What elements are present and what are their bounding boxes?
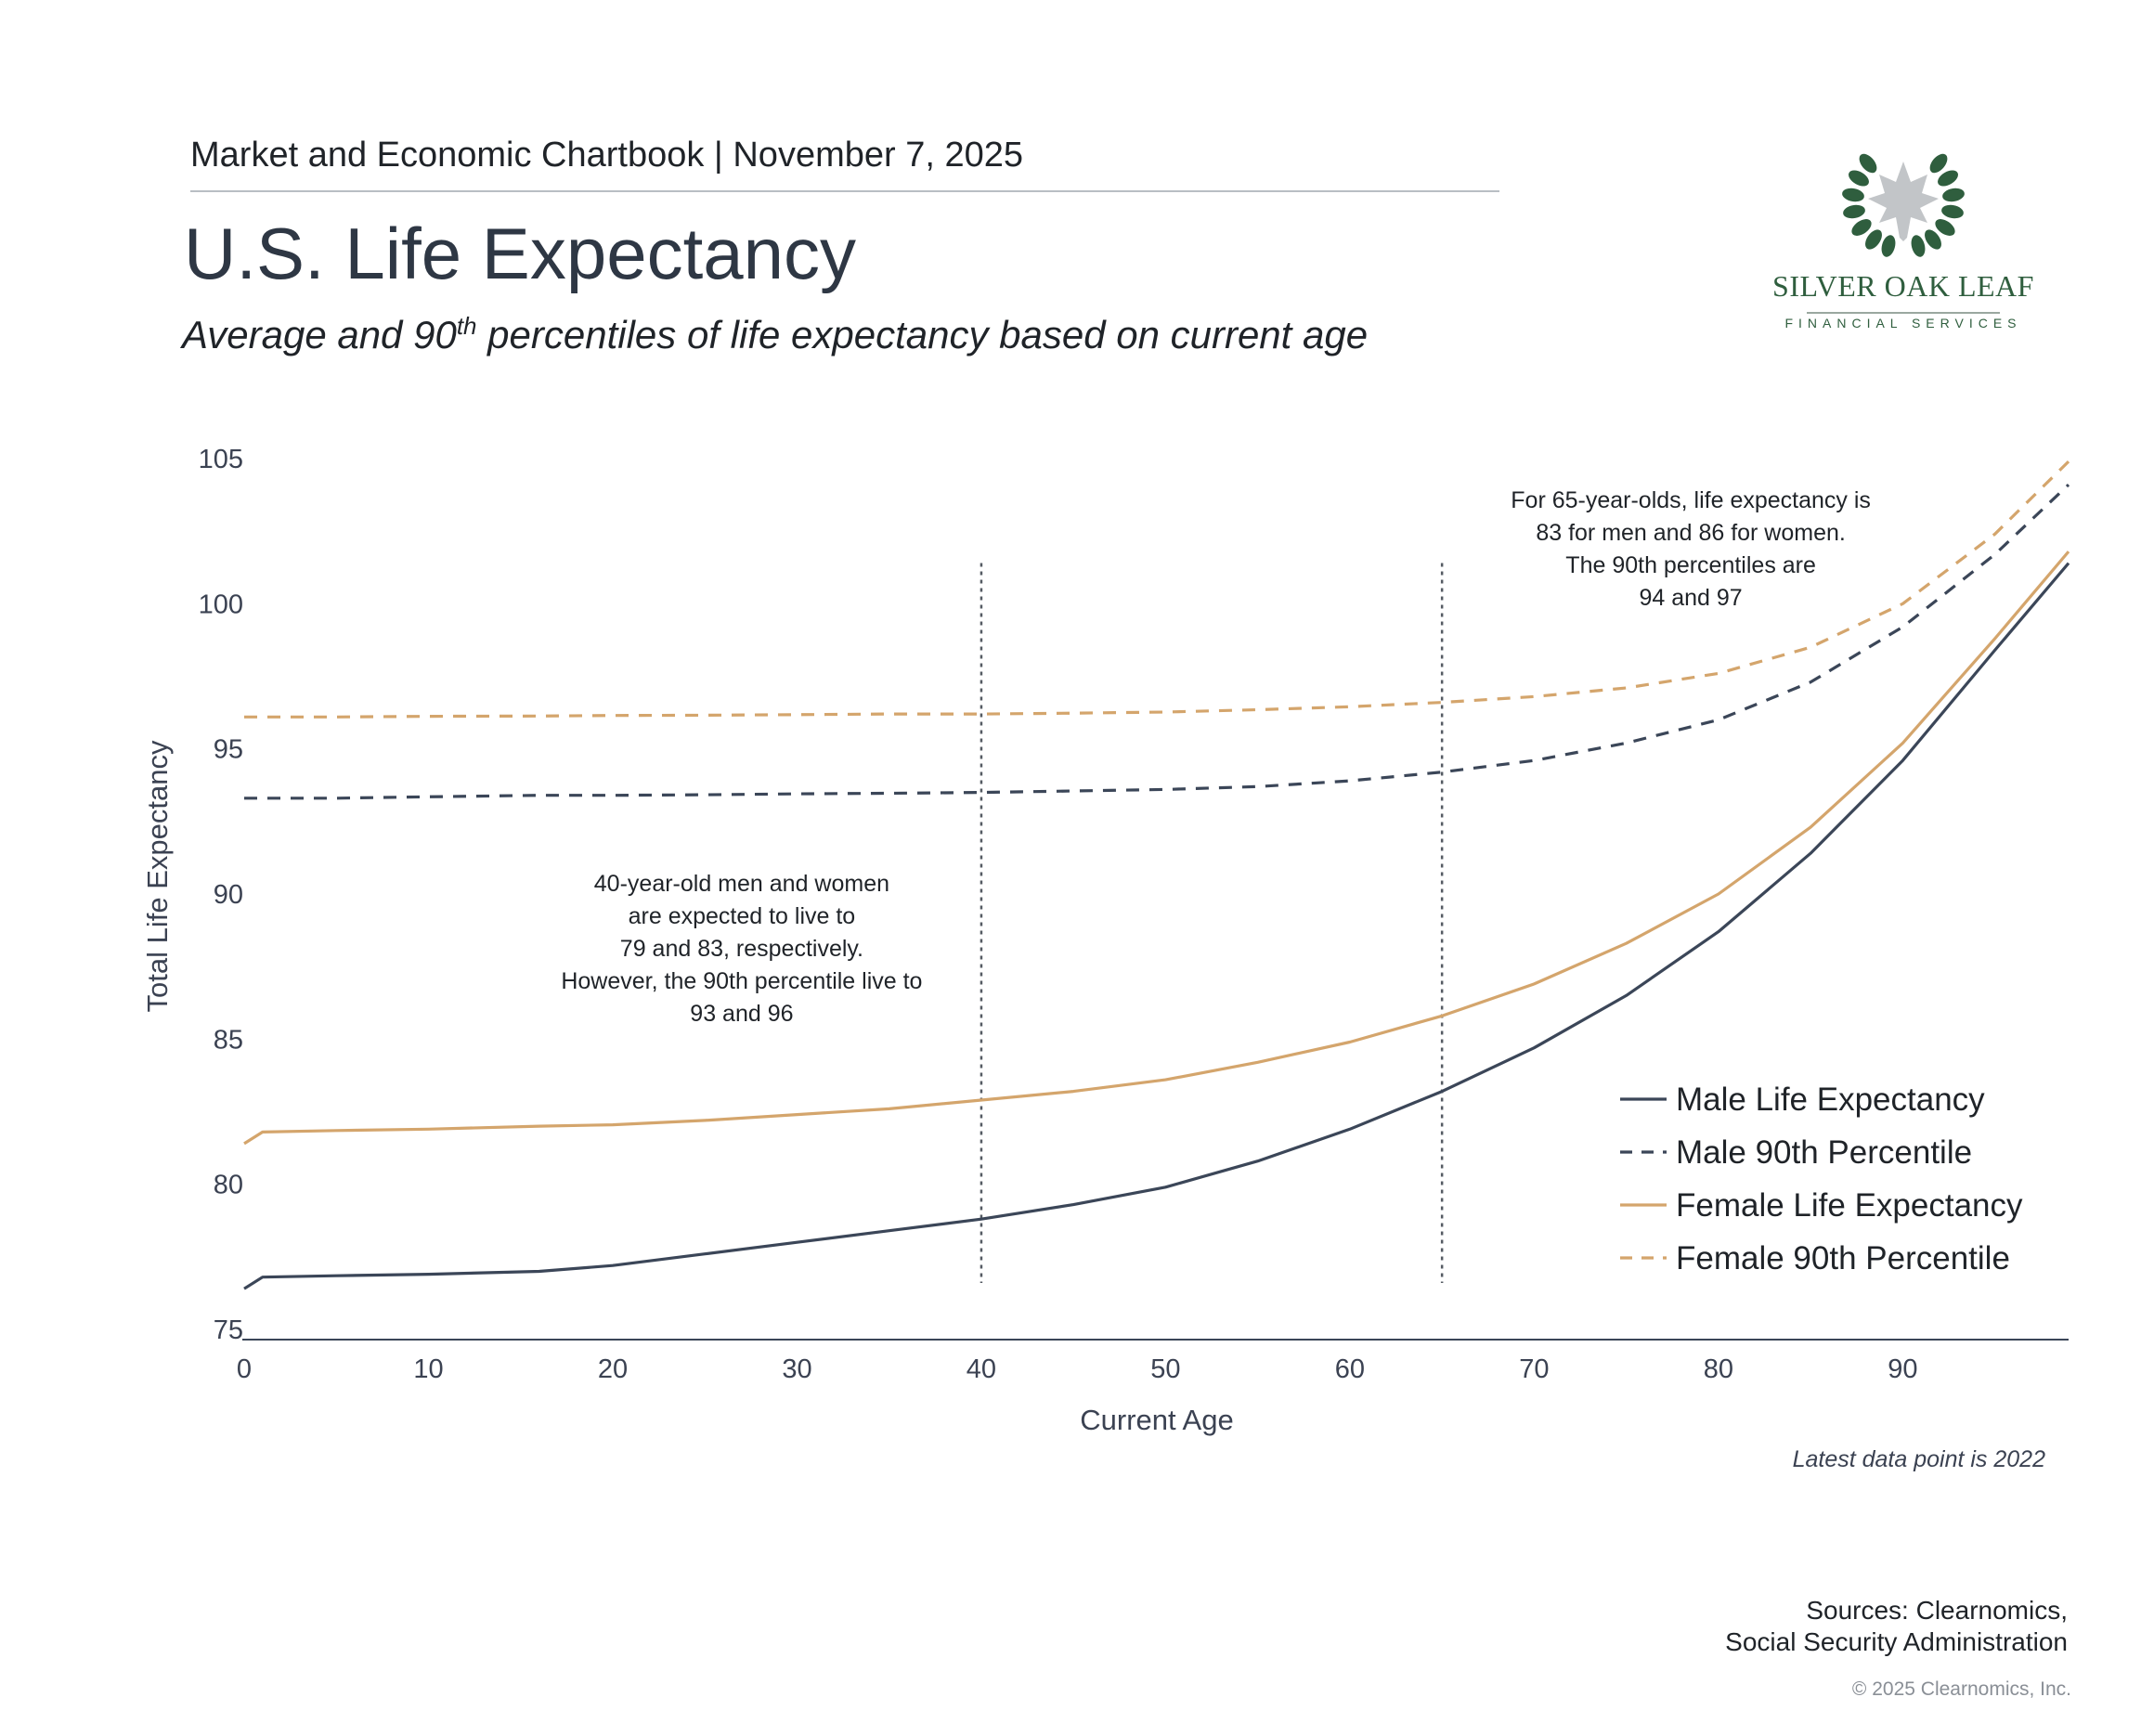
subtitle-end: percentiles of life expectancy based on … [476, 313, 1369, 356]
series-line-male-life-expectancy [243, 562, 2070, 1290]
series-line-female-90th-percentile [244, 460, 2070, 719]
logo-tagline: FINANCIAL SERVICES [1784, 316, 2022, 330]
annotation-1-line: 40-year-old men and women [594, 871, 889, 897]
y-tick-label: 105 [199, 445, 243, 474]
legend-label: Male Life Expectancy [1676, 1082, 1985, 1118]
subtitle-superscript: th [456, 312, 477, 340]
x-axis-title: Current Age [1080, 1404, 1233, 1436]
annotation-1-line: 79 and 83, respectively. [620, 936, 863, 962]
chartbook-header: Market and Economic Chartbook | November… [190, 136, 1023, 175]
y-tick-label: 90 [214, 880, 243, 910]
x-tick-label: 40 [967, 1354, 996, 1384]
page-subtitle: Average and 90th percentiles of life exp… [182, 312, 1368, 357]
x-tick-label: 30 [782, 1354, 811, 1384]
y-tick-label: 95 [214, 735, 243, 765]
legend-label: Male 90th Percentile [1676, 1134, 1972, 1171]
annotation-1-line: 93 and 96 [690, 1001, 793, 1027]
page-title: U.S. Life Expectancy [184, 213, 857, 294]
x-tick-label: 10 [413, 1354, 443, 1384]
company-logo: SILVER OAK LEAF FINANCIAL SERVICES [1764, 149, 2043, 334]
x-tick-label: 20 [598, 1354, 628, 1384]
y-tick-label: 100 [199, 589, 243, 619]
source-note: Sources: Clearnomics, Social Security Ad… [1725, 1595, 2068, 1658]
annotation-1-line: However, the 90th percentile live to [561, 968, 922, 994]
x-tick-label: 80 [1704, 1354, 1733, 1384]
legend-label: Female 90th Percentile [1676, 1240, 2010, 1276]
annotation-1-line: are expected to live to [629, 903, 856, 929]
x-tick-label: 90 [1888, 1354, 1917, 1384]
y-tick-label: 85 [214, 1025, 243, 1055]
annotation-2-line: For 65-year-olds, life expectancy is [1511, 487, 1871, 513]
header-divider [190, 190, 1499, 192]
annotation-2-line: 94 and 97 [1639, 585, 1742, 611]
data-note: Latest data point is 2022 [1793, 1446, 2046, 1472]
annotation-2-line: 83 for men and 86 for women. [1536, 520, 1846, 546]
legend-label: Female Life Expectancy [1676, 1187, 2023, 1224]
source-line-1: Sources: Clearnomics, [1806, 1596, 2068, 1625]
copyright: © 2025 Clearnomics, Inc. [1851, 1678, 2071, 1700]
source-line-2: Social Security Administration [1725, 1627, 2068, 1656]
oak-leaf-laurel-icon [1842, 153, 1965, 257]
x-tick-label: 70 [1519, 1354, 1549, 1384]
x-tick-label: 0 [237, 1354, 252, 1384]
y-axis-title: Total Life Expectancy [141, 740, 174, 1012]
series-line-male-90th-percentile [244, 483, 2070, 800]
logo-name: SILVER OAK LEAF [1772, 269, 2034, 303]
x-tick-label: 60 [1335, 1354, 1365, 1384]
x-tick-label: 50 [1150, 1354, 1180, 1384]
y-tick-label: 75 [214, 1315, 243, 1345]
series-line-female-life-expectancy [243, 551, 2070, 1146]
y-tick-label: 80 [214, 1171, 243, 1200]
logo-divider [1807, 312, 2000, 314]
subtitle-start: Average and 90 [182, 313, 457, 356]
annotation-2-line: The 90th percentiles are [1565, 552, 1816, 578]
